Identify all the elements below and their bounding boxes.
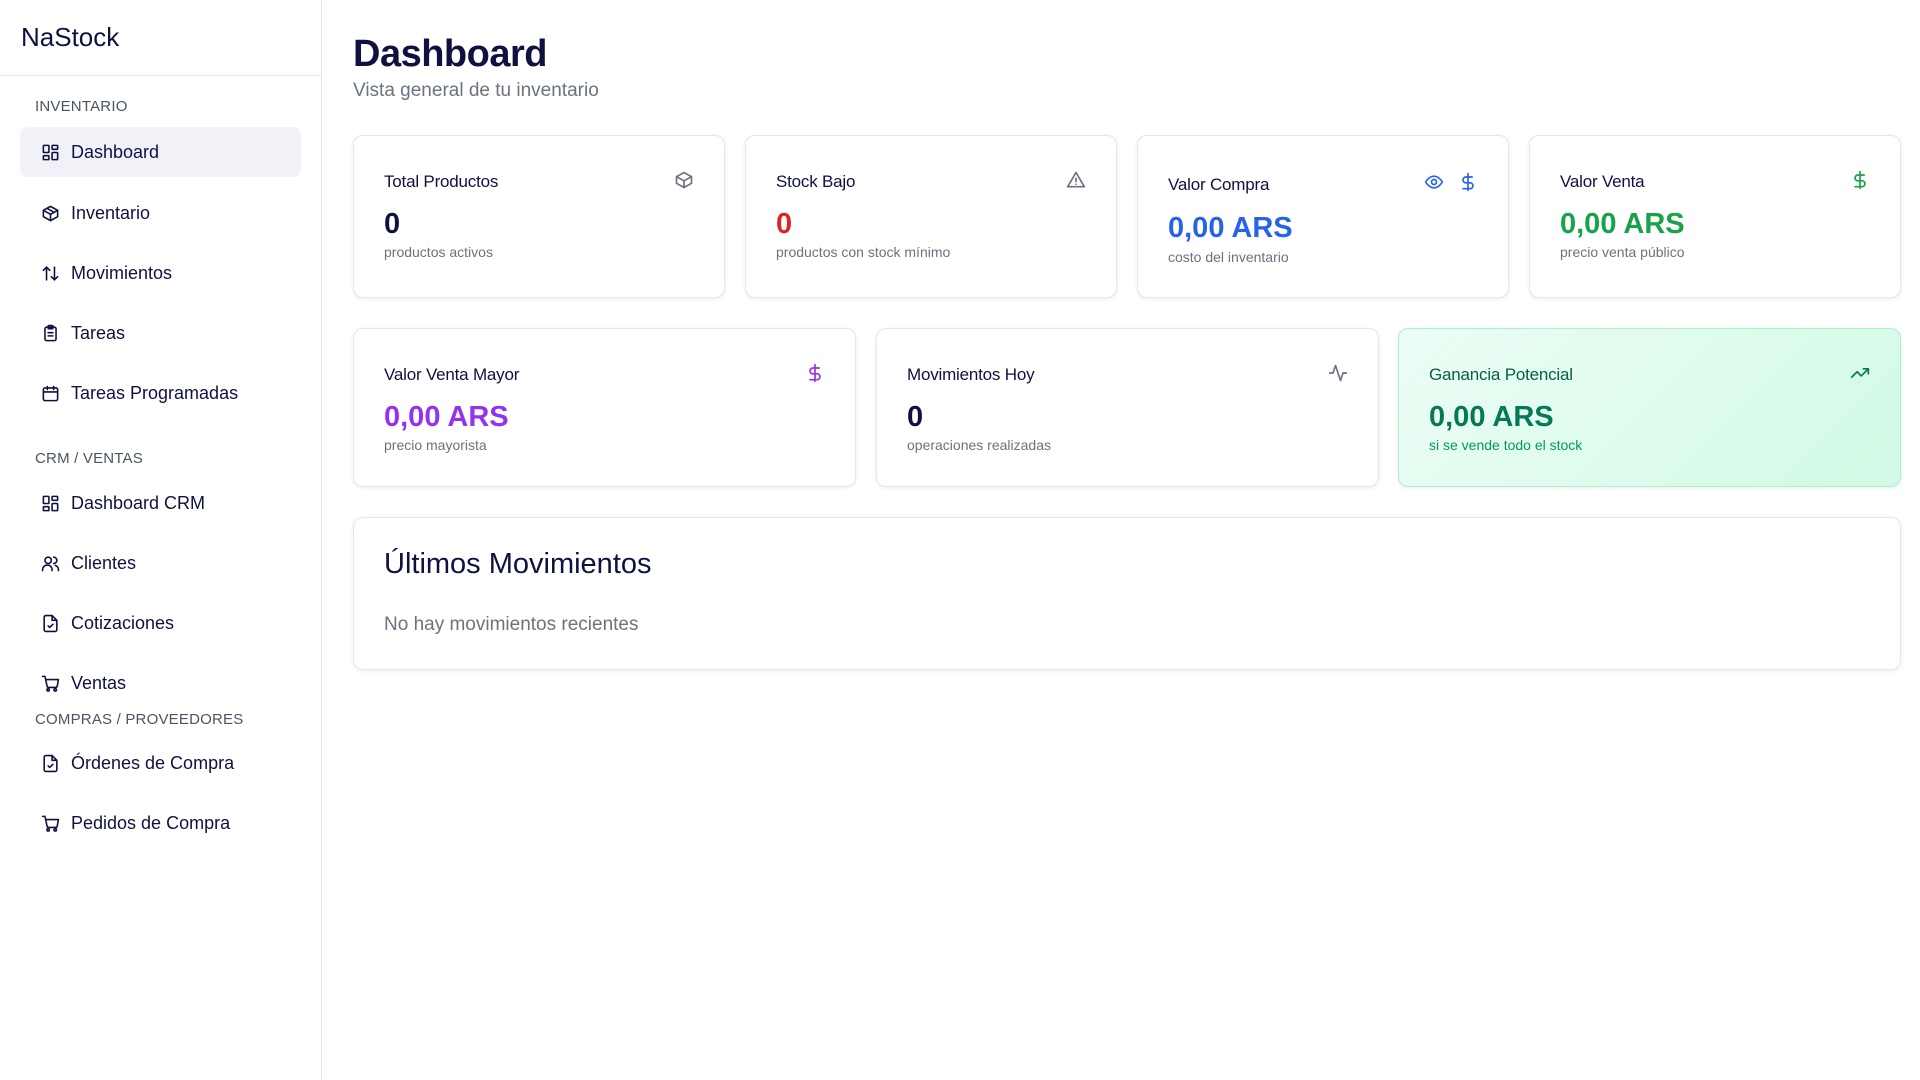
sidebar-item-cotizaciones[interactable]: Cotizaciones [20,598,301,648]
sidebar-item-ventas[interactable]: Ventas [20,658,301,708]
dollar-icon [1850,170,1870,195]
stat-card-value: 0 [776,208,793,240]
sidebar-item-dashboard[interactable]: Dashboard [20,127,301,177]
stat-card-subtitle: si se vende todo el stock [1429,437,1583,453]
stat-card-value: 0,00 ARS [1168,212,1293,244]
stat-card-subtitle: costo del inventario [1168,249,1289,265]
stat-card-valor-venta: Valor Venta 0,00 ARS precio venta públic… [1529,135,1901,298]
sidebar-item-tareas[interactable]: Tareas [20,308,301,358]
stat-card-subtitle: precio mayorista [384,437,487,453]
page-subtitle: Vista general de tu inventario [353,80,599,101]
sidebar-item-dashboard-crm[interactable]: Dashboard CRM [20,478,301,528]
arrows-up-down-icon [40,263,60,283]
sidebar-item-label: Tareas [71,322,126,343]
stat-card-subtitle: operaciones realizadas [907,437,1051,453]
stat-card-stock-bajo: Stock Bajo 0 productos con stock mínimo [745,135,1117,298]
sidebar-item-movimientos[interactable]: Movimientos [20,248,301,298]
shopping-cart-icon [40,813,60,833]
stat-card-ganancia-potencial: Ganancia Potencial 0,00 ARS si se vende … [1398,328,1901,487]
stat-card-title: Ganancia Potencial [1429,365,1573,384]
stat-card-title: Valor Venta Mayor [384,365,520,384]
sidebar-item-inventario[interactable]: Inventario [20,188,301,238]
stat-card-value: 0 [384,208,401,240]
clipboard-list-icon [40,323,60,343]
layout-grid-icon [40,493,60,513]
sidebar-item-label: Tareas Programadas [71,382,239,403]
users-icon [40,553,60,573]
sidebar-item-label: Inventario [71,202,151,223]
sidebar-item-label: Dashboard CRM [71,492,206,513]
sidebar-item-label: Ventas [71,672,127,693]
sidebar-section-crm-ventas: CRM / VENTAS [35,450,143,467]
sidebar-item-label: Pedidos de Compra [71,812,231,833]
stat-card-subtitle: productos activos [384,244,493,260]
sidebar-section-inventario: INVENTARIO [35,98,128,115]
stat-card-subtitle: precio venta público [1560,244,1685,260]
shopping-cart-icon [40,673,60,693]
sidebar-item-ordenes-de-compra[interactable]: Órdenes de Compra [20,738,301,788]
activity-icon [1328,363,1348,388]
sidebar-section-compras-proveedores: COMPRAS / PROVEEDORES [35,711,244,728]
sidebar-item-pedidos-de-compra[interactable]: Pedidos de Compra [20,798,301,848]
file-check-icon [40,753,60,773]
package-icon [674,170,694,195]
eye-icon[interactable] [1424,172,1444,197]
recent-movements-title: Últimos Movimientos [384,548,652,580]
stat-card-value: 0,00 ARS [1429,401,1554,433]
sidebar-item-clientes[interactable]: Clientes [20,538,301,588]
sidebar-item-label: Movimientos [71,262,173,283]
stat-card-value: 0,00 ARS [384,401,509,433]
stat-card-title: Valor Compra [1168,175,1270,194]
stat-card-movimientos-hoy: Movimientos Hoy 0 operaciones realizadas [876,328,1379,487]
stat-card-title: Total Productos [384,172,499,191]
dollar-icon [1458,172,1478,197]
trending-up-icon [1850,363,1870,388]
stat-card-total-productos: Total Productos 0 productos activos [353,135,725,298]
stat-card-subtitle: productos con stock mínimo [776,244,951,260]
app-brand[interactable]: NaStock [0,0,321,76]
sidebar-item-label: Clientes [71,552,137,573]
sidebar-item-label: Órdenes de Compra [71,752,235,773]
file-check-icon [40,613,60,633]
sidebar-item-tareas-programadas[interactable]: Tareas Programadas [20,368,301,418]
stat-card-value: 0 [907,401,924,433]
sidebar: NaStock INVENTARIO Dashboard Inventario … [0,0,322,1080]
recent-movements-card: Últimos Movimientos No hay movimientos r… [353,517,1901,670]
stat-card-value: 0,00 ARS [1560,208,1685,240]
main-content: Dashboard Vista general de tu inventario… [322,0,1920,1080]
sidebar-item-label: Dashboard [71,141,160,162]
calendar-icon [40,383,60,403]
layout-grid-icon [40,142,60,162]
page-title: Dashboard [353,33,547,75]
stat-card-title: Valor Venta [1560,172,1645,191]
stat-card-valor-venta-mayor: Valor Venta Mayor 0,00 ARS precio mayori… [353,328,856,487]
stat-card-title: Stock Bajo [776,172,856,191]
sidebar-item-label: Cotizaciones [71,612,175,633]
package-icon [40,203,60,223]
recent-movements-empty: No hay movimientos recientes [384,614,639,635]
stat-card-title: Movimientos Hoy [907,365,1035,384]
stat-card-valor-compra: Valor Compra 0,00 ARS costo del inventar… [1137,135,1509,298]
dollar-icon [805,363,825,388]
alert-triangle-icon [1066,170,1086,195]
